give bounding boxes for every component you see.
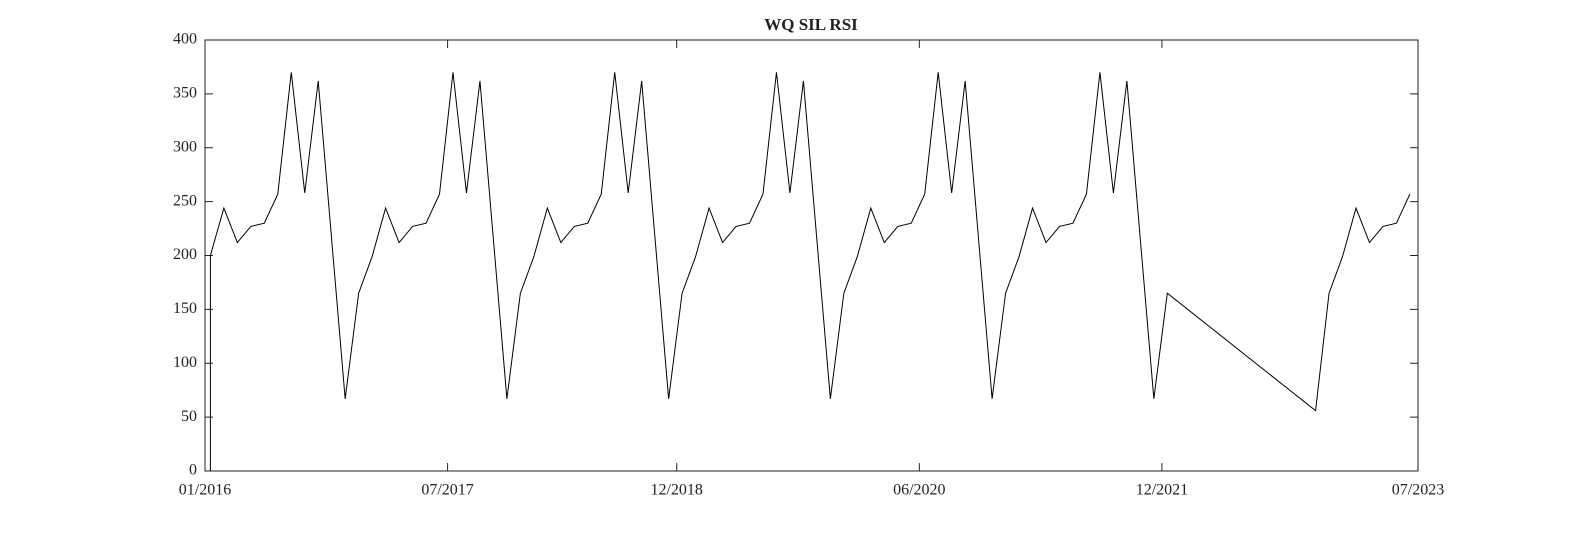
x-tick-label: 01/2016 [179,482,231,499]
x-tick-label: 12/2021 [1136,482,1188,499]
x-tick-label: 06/2020 [893,482,945,499]
data-line [209,72,1411,471]
x-tick-label: 12/2018 [650,482,702,499]
x-tick-label: 07/2017 [421,482,473,499]
plot-frame [204,39,1419,472]
y-tick-label: 150 [173,300,197,317]
y-tick-label: 250 [173,192,197,209]
y-tick-label: 200 [173,246,197,263]
y-tick-label: 350 [173,85,197,102]
y-tick-label: 50 [181,408,197,425]
y-tick-label: 300 [173,138,197,155]
chart-title: WQ SIL RSI [764,15,858,34]
y-tick-label: 0 [189,462,197,479]
y-tick-label: 400 [173,31,197,48]
x-tick-label: 07/2023 [1392,482,1444,499]
y-tick-label: 100 [173,354,197,371]
